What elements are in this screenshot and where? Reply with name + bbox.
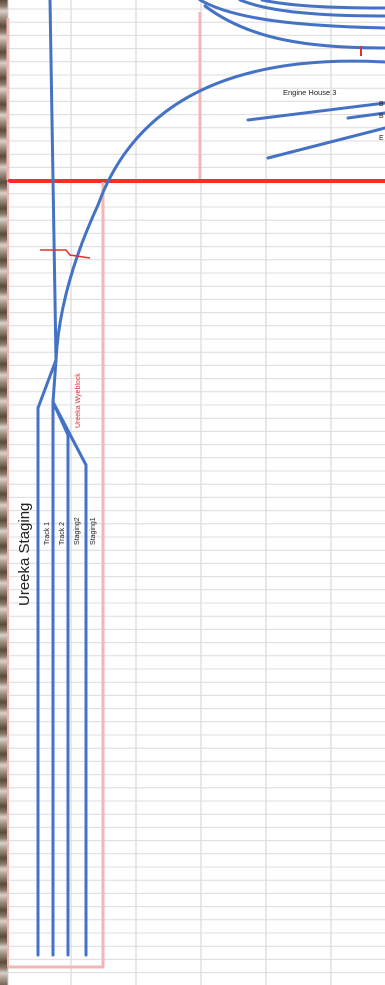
track-1-label: Track 1: [44, 522, 51, 545]
clipped-label-b1: B: [379, 101, 384, 108]
top-curve-4: [203, 4, 385, 50]
top-curve-3: [260, 0, 385, 10]
engine-house-track-3: [266, 126, 385, 160]
engine-house-track-1: [246, 101, 385, 122]
staging1-label: Staging1: [90, 517, 97, 545]
staging-title: Ureeka Staging: [16, 503, 33, 606]
engine-house-track-2: [346, 111, 385, 120]
clipped-label-b2: B: [379, 113, 384, 120]
mainline-track: [48, 0, 58, 362]
tracks: [36, 0, 385, 957]
grid-lines: [7, 0, 385, 985]
clipped-label-e: E: [379, 135, 384, 142]
wyeblock-label: Ureeka Wyeblock: [75, 373, 82, 428]
top-curve-1: [198, 0, 385, 30]
wye-branch-b: [51, 400, 88, 467]
wye-right-leg: [51, 358, 58, 404]
top-curve-2: [238, 0, 385, 18]
curve-track: [54, 59, 385, 362]
block-boundaries: [6, 12, 385, 969]
wye-left-leg: [36, 358, 58, 410]
block-markers: [40, 46, 362, 259]
wye-block-marker: [40, 249, 91, 259]
track-2-label: Track 2: [59, 522, 66, 545]
labels: Ureeka Staging Track 1 Track 2 Staging2 …: [16, 88, 384, 606]
engine-house-label: Engine House 3: [283, 88, 336, 97]
staging2-label: Staging2: [74, 517, 81, 545]
